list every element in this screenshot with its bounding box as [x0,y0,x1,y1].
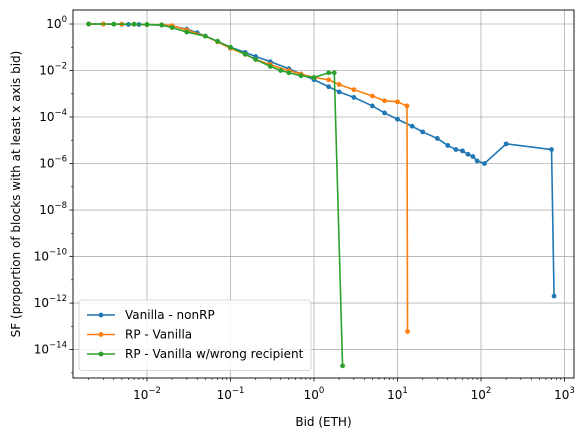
grid [73,10,574,378]
data-point [169,25,175,31]
data-point [551,293,557,299]
data-point [395,99,400,105]
x-axis: 10−2 10−1 100 101 102 103 [88,378,575,402]
data-point [470,154,476,159]
legend-label: RP - Vanilla [125,328,192,342]
plot-frame [72,9,575,379]
data-point [465,151,471,157]
data-point [326,77,332,83]
data-point [420,129,426,135]
series-line [88,23,555,297]
data-point [351,94,357,100]
data-point [298,73,304,79]
data-point [331,70,337,76]
data-point [382,98,387,104]
x-tick-label: 102 [471,386,492,402]
legend: Vanilla - nonRP RP - Vanilla RP - Vanilla … [78,299,312,371]
data-point [311,75,317,80]
series-layer [86,21,557,369]
x-tick-label: 103 [554,386,575,402]
data-point [405,329,410,334]
data-point [228,44,233,50]
data-point [395,116,400,122]
data-point [453,147,459,152]
data-point [242,51,248,57]
legend-entry: RP - Vanilla w/wrong recipient [87,347,304,361]
x-tick-label: 100 [304,386,325,402]
data-point [202,33,208,39]
legend-marker [98,312,104,318]
legend-label: RP - Vanilla w/wrong recipient [125,347,304,361]
x-tick-label: 101 [387,386,408,402]
y-axis: 10−14 10−12 10−10 10−8 10−6 10−4 10−2 100 [34,15,73,374]
y-tick-label: 10−6 [39,155,67,171]
y-tick-label: 10−2 [39,62,67,78]
series-2 [86,21,410,334]
legend-box [78,299,312,371]
data-point [369,103,375,109]
y-tick-label: 100 [46,15,67,31]
data-point [382,110,387,116]
legend-entry: Vanilla - nonRP [87,308,215,322]
data-point [474,158,480,164]
y-tick-label: 10−10 [34,248,67,264]
series-3 [86,21,345,369]
y-tick-label: 10−4 [39,108,67,124]
data-point [460,148,465,154]
data-point [351,87,357,93]
data-point [369,93,375,99]
y-tick-label: 10−12 [34,294,67,310]
y-tick-label: 10−8 [39,201,67,217]
legend-label: Vanilla - nonRP [125,308,215,322]
data-point [434,136,440,141]
data-point [184,29,190,35]
data-point [326,84,332,90]
data-point [215,38,220,44]
data-point [111,21,117,27]
x-axis-label: Bid (ETH) [295,415,351,429]
x-tick-label: 10−1 [217,386,245,402]
data-point [144,22,150,27]
data-point [286,70,292,76]
y-tick-label: 10−14 [34,341,67,357]
data-point [278,68,284,73]
data-point [253,57,259,62]
data-point [326,70,332,76]
y-axis-label: SF (proportion of blocks with at least x… [9,51,23,338]
data-point [340,363,345,369]
data-point [336,89,342,95]
data-point [86,21,92,27]
data-point [159,22,165,28]
legend-marker [98,351,104,357]
data-point [336,82,342,87]
x-tick-label: 10−2 [133,386,161,402]
data-point [445,143,451,148]
data-point [482,161,487,166]
data-point [503,141,509,147]
data-point [131,21,137,27]
data-point [267,64,273,69]
legend-marker [98,332,104,337]
data-point [549,147,554,152]
data-point [409,123,415,129]
data-point [404,103,410,109]
legend-entry: RP - Vanilla [87,328,192,342]
